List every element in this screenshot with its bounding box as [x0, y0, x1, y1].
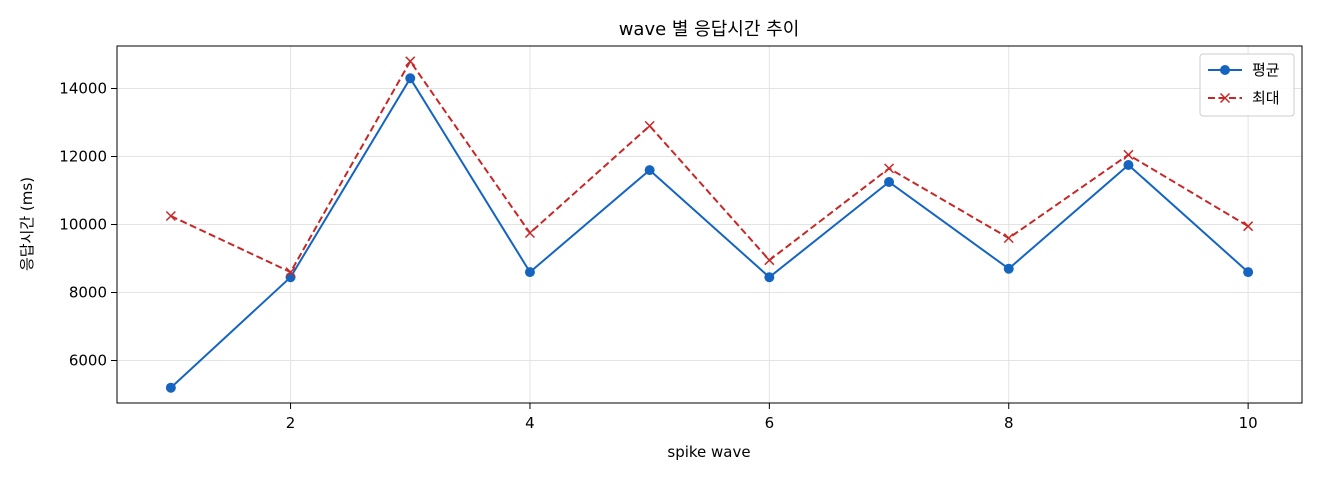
x-tick-label: 10: [1239, 414, 1258, 432]
data-point: [1123, 160, 1134, 170]
data-point: [884, 163, 895, 174]
data-point: [764, 255, 775, 266]
x-tick-label: 8: [1004, 414, 1014, 432]
y-tick-label: 12000: [59, 148, 107, 166]
data-point: [405, 73, 416, 84]
legend-marker: [1220, 65, 1230, 75]
x-tick-label: 6: [765, 414, 775, 432]
grid: [117, 46, 1302, 403]
data-point: [1003, 233, 1014, 244]
data-point: [1243, 267, 1254, 278]
legend-marker: [1219, 92, 1231, 104]
data-point: [165, 382, 176, 393]
data-point: [1243, 221, 1254, 232]
data-point: [644, 165, 655, 176]
data-point: [524, 267, 535, 278]
legend-box: [1199, 53, 1295, 117]
data-point: [285, 267, 296, 278]
series-line: [170, 77, 1249, 389]
x-axis-label: spike wave: [667, 443, 750, 461]
data-point: [285, 272, 296, 283]
y-tick-label: 10000: [59, 216, 107, 234]
data-point: [405, 56, 416, 67]
y-axis-label: 응답시간 (ms): [18, 177, 36, 271]
legend-label: 평균: [1252, 61, 1280, 79]
data-point: [1123, 149, 1134, 160]
series-line: [170, 60, 1249, 274]
series-2: [165, 56, 1254, 278]
data-point: [884, 177, 895, 187]
x-tick-label: 2: [286, 414, 296, 432]
legend-label: 최대: [1252, 89, 1280, 107]
y-tick-label: 8000: [69, 284, 107, 302]
x-tick-label: 4: [525, 414, 535, 432]
y-tick-label: 14000: [59, 80, 107, 98]
y-tick-label: 6000: [69, 352, 107, 370]
chart-title: wave 별 응답시간 추이: [619, 19, 800, 40]
data-point: [764, 272, 775, 283]
series-layer: [165, 56, 1254, 393]
y-axis-ticks: 6000 8000 10000 12000 14000: [59, 80, 117, 370]
data-point: [165, 210, 176, 222]
data-point: [644, 120, 655, 131]
x-axis-ticks: 2 4 6 8 10: [286, 403, 1258, 432]
data-point: [1003, 263, 1014, 274]
data-point: [524, 227, 535, 239]
